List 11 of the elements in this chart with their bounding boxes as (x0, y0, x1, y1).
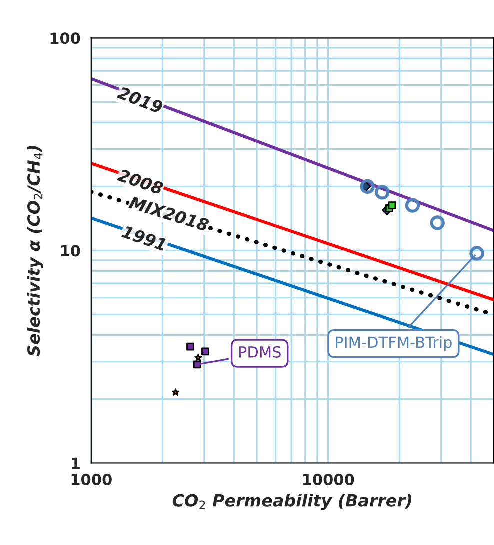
annotation: PIM-DTFM-BTrip (336, 336, 452, 352)
annotation: PDMS (239, 346, 281, 358)
annotation: 2008 (116, 168, 164, 196)
y-tick-label: 100 (50, 32, 80, 44)
y-tick-label: 1 (72, 458, 80, 470)
y-tick-label: 10 (61, 245, 80, 257)
x-tick-label: 1000 (72, 474, 112, 486)
x-axis-title: CO$_{2}$ Permeability (Barrer) (172, 494, 412, 510)
y-axis-title: Selectivity α (CO$_{2}$/CH$_{4}$) (27, 146, 44, 357)
x-tick-label: 10000 (304, 474, 354, 486)
annotation: 2019 (116, 86, 164, 114)
